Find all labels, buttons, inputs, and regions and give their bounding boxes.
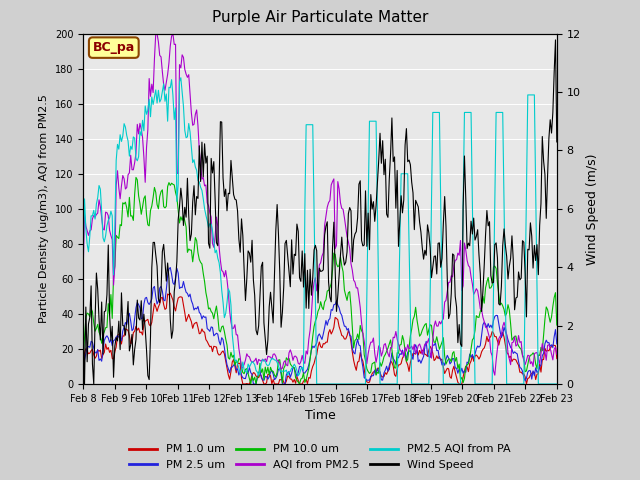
Y-axis label: Particle Density (ug/m3), AQI from PM2.5: Particle Density (ug/m3), AQI from PM2.5 xyxy=(40,95,49,323)
Y-axis label: Wind Speed (m/s): Wind Speed (m/s) xyxy=(586,153,599,264)
Title: Purple Air Particulate Matter: Purple Air Particulate Matter xyxy=(212,11,428,25)
Text: BC_pa: BC_pa xyxy=(93,41,135,54)
Legend: PM 1.0 um, PM 2.5 um, PM 10.0 um, AQI from PM2.5, PM2.5 AQI from PA, Wind Speed: PM 1.0 um, PM 2.5 um, PM 10.0 um, AQI fr… xyxy=(125,440,515,474)
X-axis label: Time: Time xyxy=(305,409,335,422)
